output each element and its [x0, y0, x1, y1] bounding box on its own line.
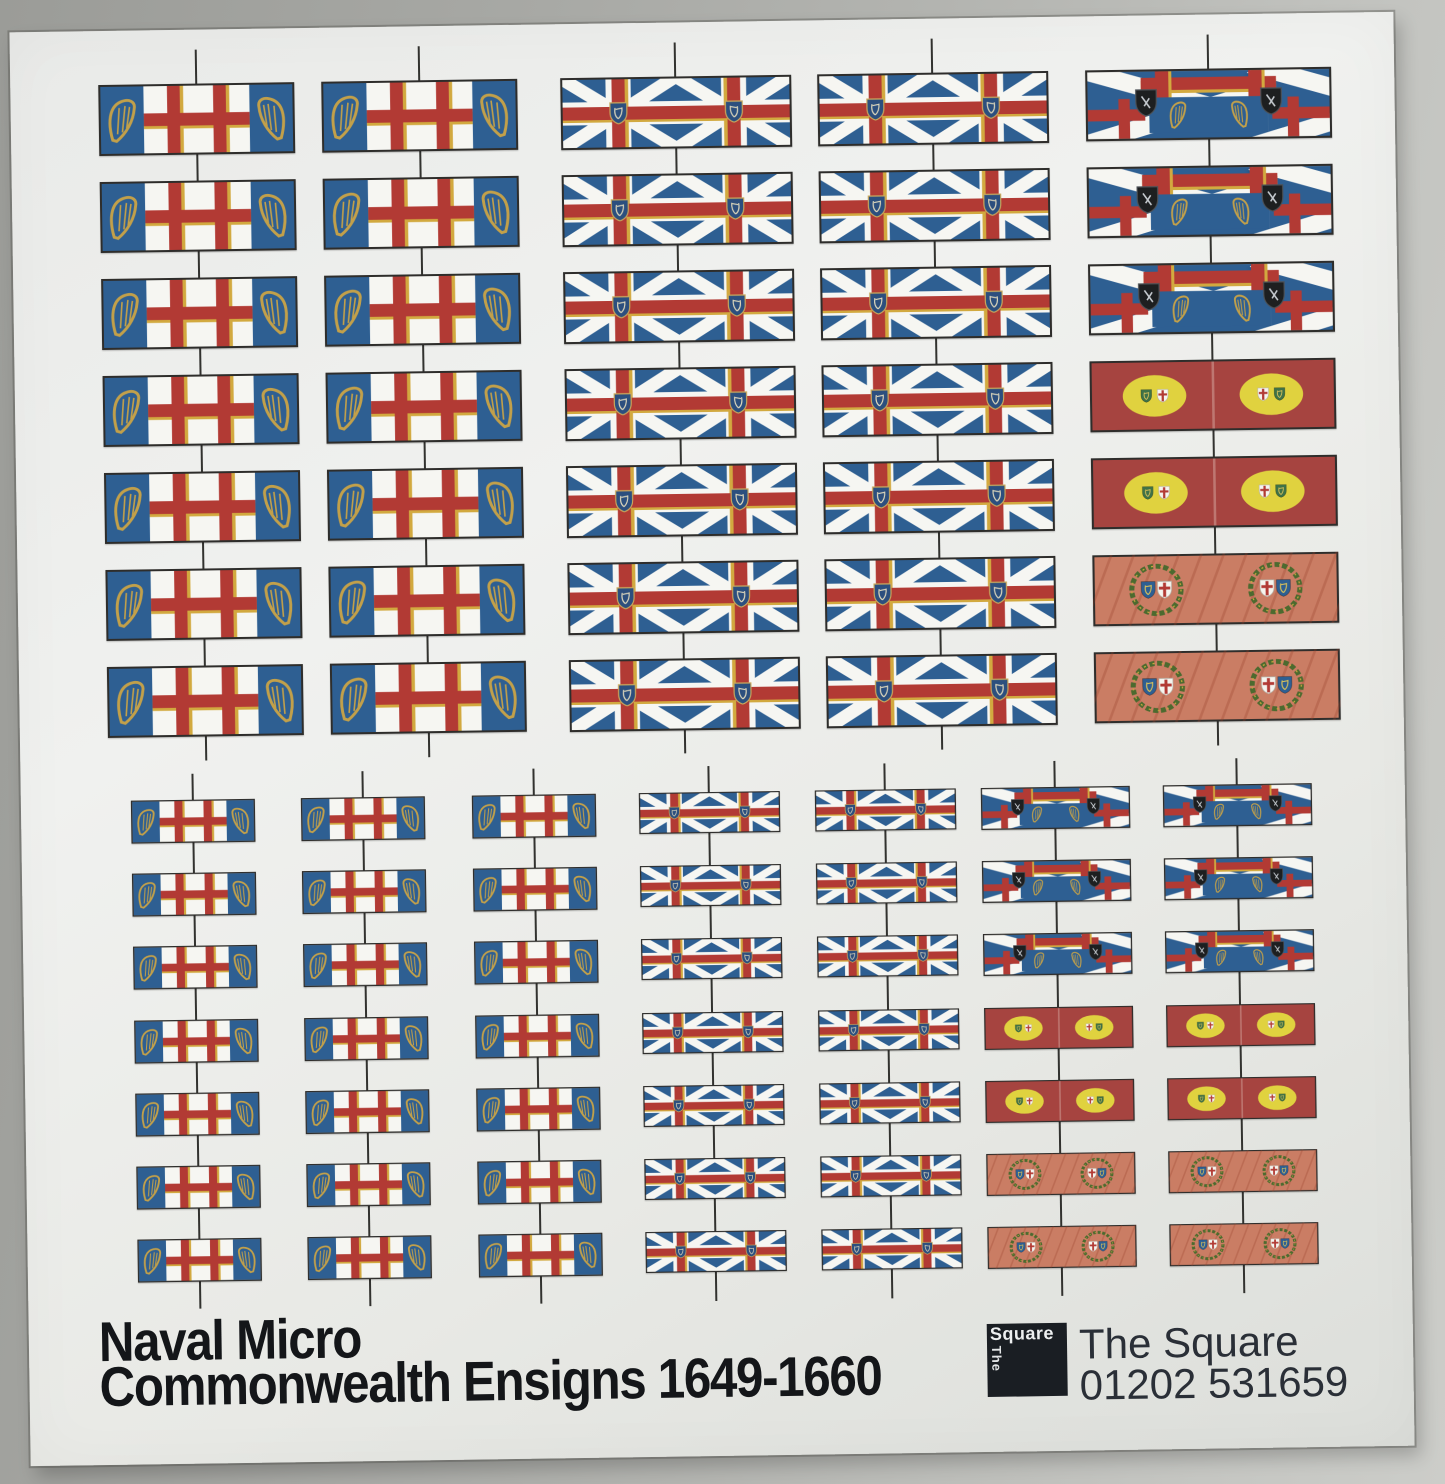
decal-commonwealth-ensign [133, 945, 258, 990]
decal-general-at-sea-standard [1163, 856, 1313, 901]
decal-union-harp-jack-pair [819, 264, 1052, 341]
decal-union-harp-jack-pair [565, 462, 798, 539]
vendor-block: The Square 01202 531659 [1079, 1317, 1349, 1409]
decal-command-flag-laurel-wreaths [1093, 648, 1341, 724]
decal-union-harp-jack-pair [559, 74, 792, 151]
decal-commonwealth-ensign [305, 1089, 430, 1134]
decal-commonwealth-ensign [321, 78, 519, 153]
decal-general-at-sea-standard [1085, 66, 1333, 142]
product-title: Naval Micro Commonwealth Ensigns 1649-16… [98, 1306, 882, 1419]
decal-commonwealth-ensign [322, 175, 520, 250]
decal-commonwealth-ensign [136, 1164, 261, 1210]
decal-commonwealth-ensign [471, 793, 597, 839]
decal-command-flag-yellow-ovals [1090, 454, 1338, 530]
decal-union-harp-jack-pair [823, 555, 1056, 632]
decal-union-harp-jack-pair [642, 1083, 785, 1127]
decal-commonwealth-ensign [105, 567, 303, 641]
decal-commonwealth-ensign [103, 470, 302, 544]
product-title-line2: Commonwealth Ensigns 1649-1660 [99, 1343, 882, 1419]
decal-commonwealth-ensign [472, 866, 598, 912]
vendor-logo: Square The [986, 1322, 1068, 1397]
decal-commonwealth-ensign [131, 871, 257, 917]
decal-union-harp-jack-pair [643, 1156, 786, 1201]
decal-general-at-sea-standard [1162, 783, 1312, 828]
decal-union-harp-jack-pair [818, 1081, 961, 1125]
decal-union-harp-jack-pair [638, 791, 780, 835]
decal-union-harp-jack-pair [815, 861, 957, 905]
logo-square-word: Square [989, 1322, 1055, 1344]
decal-commonwealth-ensign [301, 869, 427, 915]
decal-commonwealth-ensign [106, 664, 304, 738]
decal-general-at-sea-standard [1088, 260, 1336, 336]
decal-general-at-sea-standard [1164, 929, 1315, 974]
decal-commonwealth-ensign [303, 942, 428, 988]
decal-commonwealth-ensign [130, 798, 256, 844]
vendor-phone: 01202 531659 [1079, 1357, 1349, 1409]
decal-union-harp-jack-pair [639, 864, 781, 908]
decal-union-harp-jack-pair [817, 1007, 960, 1052]
decal-command-flag-yellow-ovals [1089, 357, 1337, 433]
decal-general-at-sea-standard [981, 858, 1131, 904]
decal-commonwealth-ensign [325, 369, 523, 444]
decal-commonwealth-ensign [473, 940, 599, 985]
decal-union-harp-jack-pair [640, 937, 783, 981]
decal-commonwealth-ensign [137, 1237, 262, 1283]
decal-commonwealth-ensign [98, 82, 296, 157]
decal-union-harp-jack-pair [816, 934, 959, 978]
decal-commonwealth-ensign [307, 1235, 432, 1281]
decal-union-harp-jack-pair [644, 1230, 787, 1274]
decal-command-flag-laurel-wreaths [1168, 1222, 1319, 1267]
decal-commonwealth-ensign [324, 272, 522, 347]
decal-command-flag-laurel-wreaths [1167, 1149, 1318, 1194]
decal-command-flag-yellow-ovals [1166, 1075, 1317, 1121]
decal-commonwealth-ensign [99, 179, 297, 254]
logo-the-word: The [989, 1345, 1005, 1373]
decal-commonwealth-ensign [478, 1232, 603, 1278]
decal-commonwealth-ensign [476, 1086, 601, 1132]
decal-union-harp-jack-pair [568, 656, 801, 733]
decal-union-harp-jack-pair [641, 1010, 784, 1054]
decal-union-harp-jack-pair [822, 458, 1055, 535]
decal-general-at-sea-standard [982, 932, 1133, 977]
decal-general-at-sea-standard [980, 785, 1130, 831]
decal-union-harp-jack-pair [814, 788, 956, 832]
decal-commonwealth-ensign [477, 1159, 602, 1205]
decal-union-harp-jack-pair [818, 167, 1051, 244]
decal-commonwealth-ensign [328, 563, 526, 638]
decal-sheet: Naval Micro Commonwealth Ensigns 1649-16… [9, 11, 1415, 1467]
decal-commonwealth-ensign [135, 1091, 260, 1137]
decal-union-harp-jack-pair [561, 171, 794, 248]
decal-commonwealth-ensign [326, 466, 524, 541]
decal-commonwealth-ensign [134, 1018, 259, 1064]
decal-union-harp-jack-pair [562, 268, 795, 345]
decal-commonwealth-ensign [306, 1162, 431, 1208]
decal-general-at-sea-standard [1086, 163, 1334, 239]
decal-commonwealth-ensign [102, 373, 300, 447]
decal-commonwealth-ensign [101, 276, 299, 351]
decal-command-flag-laurel-wreaths [985, 1151, 1136, 1196]
decal-command-flag-yellow-ovals [984, 1078, 1135, 1123]
decal-commonwealth-ensign [300, 796, 426, 842]
decal-union-harp-jack-pair [820, 1227, 963, 1271]
decal-command-flag-laurel-wreaths [986, 1224, 1137, 1270]
decal-command-flag-yellow-ovals [1165, 1002, 1316, 1047]
decal-union-harp-jack-pair [566, 559, 799, 636]
decal-commonwealth-ensign [475, 1013, 600, 1059]
decal-commonwealth-ensign [329, 660, 527, 735]
decal-union-harp-jack-pair [820, 361, 1054, 438]
decal-union-harp-jack-pair [825, 652, 1058, 729]
decal-command-flag-yellow-ovals [983, 1005, 1134, 1050]
decal-command-flag-laurel-wreaths [1092, 551, 1340, 627]
decal-commonwealth-ensign [304, 1015, 429, 1061]
decal-union-harp-jack-pair [816, 70, 1049, 147]
decal-union-harp-jack-pair [819, 1154, 962, 1198]
flag-grid [9, 12, 1393, 1309]
decal-union-harp-jack-pair [563, 365, 797, 442]
